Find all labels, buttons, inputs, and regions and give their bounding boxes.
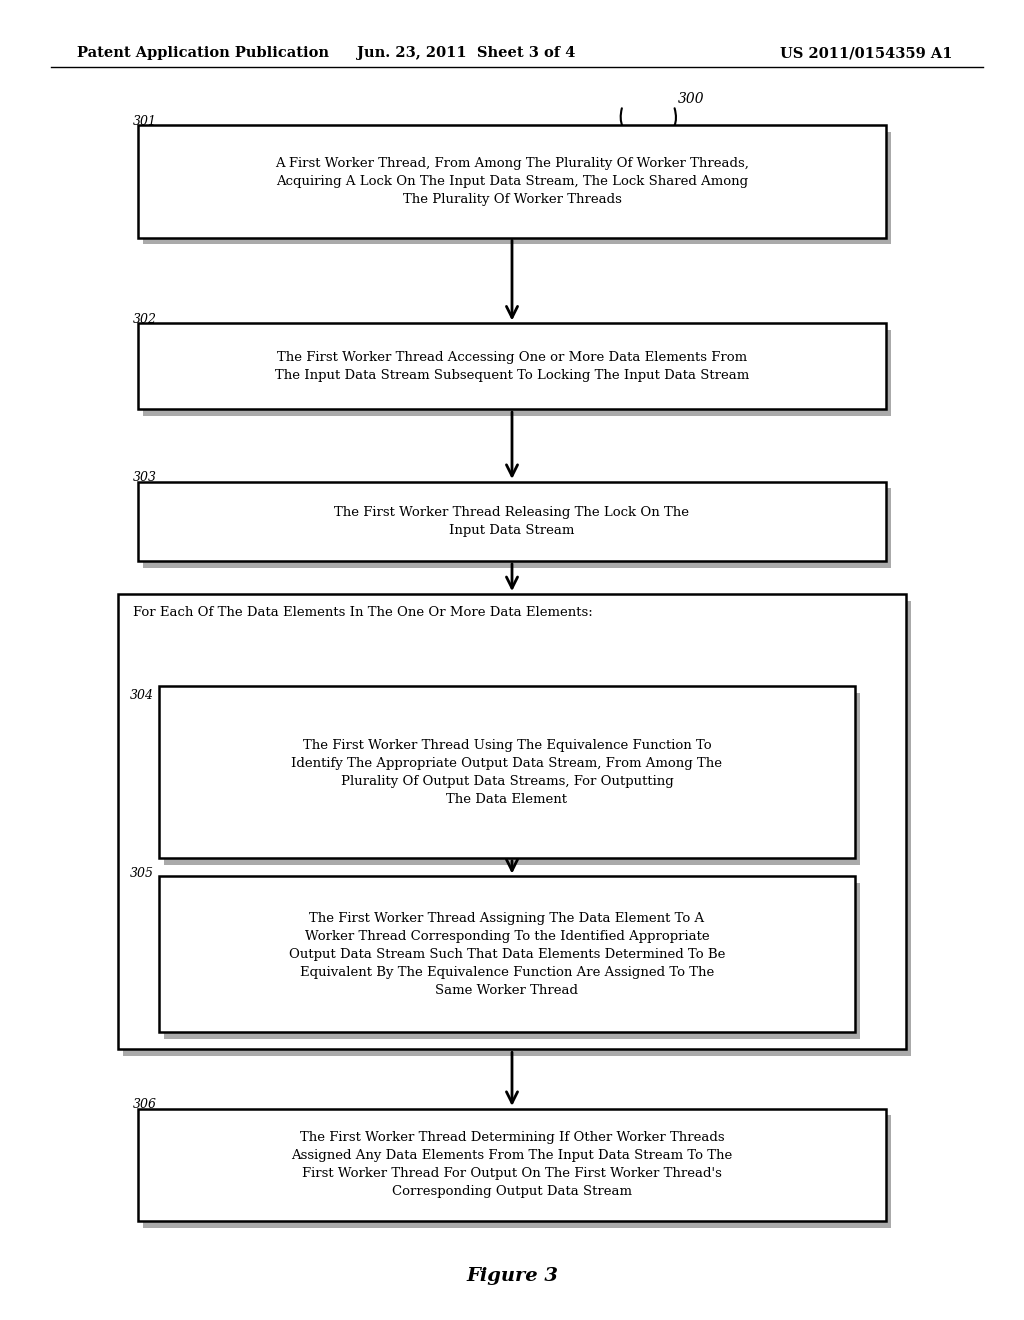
- FancyBboxPatch shape: [138, 1109, 886, 1221]
- FancyBboxPatch shape: [143, 488, 891, 568]
- FancyBboxPatch shape: [164, 693, 860, 865]
- Text: 303: 303: [133, 471, 157, 484]
- FancyBboxPatch shape: [138, 125, 886, 238]
- FancyBboxPatch shape: [143, 330, 891, 416]
- Text: 301: 301: [133, 115, 157, 128]
- FancyBboxPatch shape: [159, 876, 855, 1032]
- Text: The First Worker Thread Accessing One or More Data Elements From
The Input Data : The First Worker Thread Accessing One or…: [274, 351, 750, 381]
- FancyBboxPatch shape: [138, 323, 886, 409]
- FancyBboxPatch shape: [143, 132, 891, 244]
- Text: The First Worker Thread Determining If Other Worker Threads
Assigned Any Data El: The First Worker Thread Determining If O…: [292, 1131, 732, 1199]
- FancyBboxPatch shape: [118, 594, 906, 1049]
- Text: Jun. 23, 2011  Sheet 3 of 4: Jun. 23, 2011 Sheet 3 of 4: [356, 46, 575, 61]
- Text: 302: 302: [133, 313, 157, 326]
- Text: US 2011/0154359 A1: US 2011/0154359 A1: [780, 46, 952, 61]
- Text: Figure 3: Figure 3: [466, 1267, 558, 1286]
- Text: 304: 304: [130, 689, 154, 702]
- Text: Patent Application Publication: Patent Application Publication: [77, 46, 329, 61]
- Text: The First Worker Thread Using The Equivalence Function To
Identify The Appropria: The First Worker Thread Using The Equiva…: [292, 739, 722, 805]
- Text: The First Worker Thread Assigning The Data Element To A
Worker Thread Correspond: The First Worker Thread Assigning The Da…: [289, 912, 725, 997]
- FancyBboxPatch shape: [159, 686, 855, 858]
- Text: For Each Of The Data Elements In The One Or More Data Elements:: For Each Of The Data Elements In The One…: [133, 606, 593, 619]
- Text: The First Worker Thread Releasing The Lock On The
Input Data Stream: The First Worker Thread Releasing The Lo…: [335, 506, 689, 537]
- FancyBboxPatch shape: [143, 1115, 891, 1228]
- Text: 300: 300: [678, 92, 705, 106]
- FancyBboxPatch shape: [123, 601, 911, 1056]
- Text: A First Worker Thread, From Among The Plurality Of Worker Threads,
Acquiring A L: A First Worker Thread, From Among The Pl…: [275, 157, 749, 206]
- Text: 306: 306: [133, 1098, 157, 1111]
- Text: 305: 305: [130, 867, 154, 880]
- FancyBboxPatch shape: [138, 482, 886, 561]
- FancyBboxPatch shape: [164, 883, 860, 1039]
